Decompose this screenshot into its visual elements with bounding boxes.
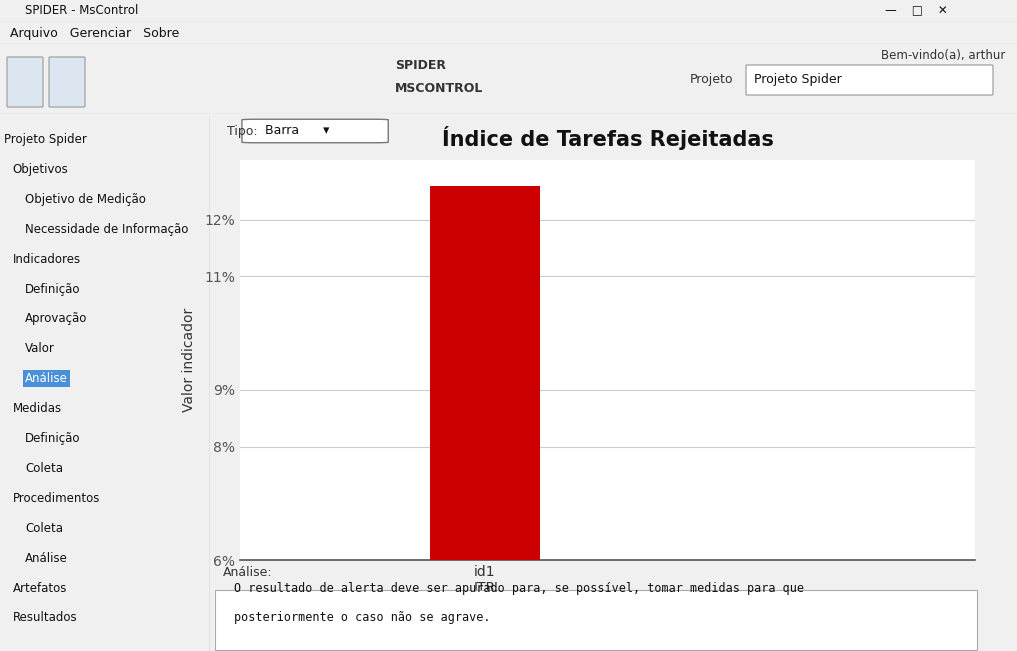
Text: Análise:: Análise: xyxy=(223,566,273,579)
Text: posteriormente o caso não se agrave.: posteriormente o caso não se agrave. xyxy=(234,611,491,624)
Text: —    □    ✕: — □ ✕ xyxy=(885,5,948,18)
Text: O resultado de alerta deve ser apurado para, se possível, tomar medidas para que: O resultado de alerta deve ser apurado p… xyxy=(234,581,804,594)
Title: Índice de Tarefas Rejeitadas: Índice de Tarefas Rejeitadas xyxy=(441,126,774,150)
Text: Coleta: Coleta xyxy=(25,521,63,534)
Text: Resultados: Resultados xyxy=(12,611,77,624)
Text: Análise: Análise xyxy=(25,372,68,385)
Text: Tipo:: Tipo: xyxy=(227,124,257,137)
Text: Coleta: Coleta xyxy=(25,462,63,475)
Text: Arquivo   Gerenciar   Sobre: Arquivo Gerenciar Sobre xyxy=(10,27,179,40)
Text: Bem-vindo(a), arthur: Bem-vindo(a), arthur xyxy=(881,49,1005,62)
Text: Barra      ▾: Barra ▾ xyxy=(265,124,330,137)
Text: Definição: Definição xyxy=(25,432,80,445)
FancyBboxPatch shape xyxy=(49,57,85,107)
FancyBboxPatch shape xyxy=(7,57,43,107)
Text: Medidas: Medidas xyxy=(12,402,62,415)
Text: SPIDER: SPIDER xyxy=(395,59,446,72)
Text: Projeto: Projeto xyxy=(690,72,733,85)
Text: Necessidade de Informação: Necessidade de Informação xyxy=(25,223,188,236)
Text: Análise: Análise xyxy=(25,551,68,564)
Legend: 13/10/2015: 13/10/2015 xyxy=(599,635,704,651)
FancyBboxPatch shape xyxy=(746,65,993,95)
Text: Valor: Valor xyxy=(25,342,55,355)
Text: Projeto Spider: Projeto Spider xyxy=(4,133,87,146)
Bar xyxy=(430,186,540,651)
Text: Procedimentos: Procedimentos xyxy=(12,492,100,505)
FancyBboxPatch shape xyxy=(215,590,977,650)
Text: Artefatos: Artefatos xyxy=(12,581,67,594)
FancyBboxPatch shape xyxy=(242,119,388,143)
Text: Objetivo de Medição: Objetivo de Medição xyxy=(25,193,146,206)
Y-axis label: Valor indicador: Valor indicador xyxy=(182,308,196,412)
Text: Objetivos: Objetivos xyxy=(12,163,68,176)
Text: Aprovação: Aprovação xyxy=(25,312,87,326)
Text: Indicadores: Indicadores xyxy=(12,253,80,266)
Text: SPIDER - MsControl: SPIDER - MsControl xyxy=(25,5,138,18)
Text: MSCONTROL: MSCONTROL xyxy=(395,82,483,95)
Text: Projeto Spider: Projeto Spider xyxy=(754,72,842,85)
Text: Definição: Definição xyxy=(25,283,80,296)
